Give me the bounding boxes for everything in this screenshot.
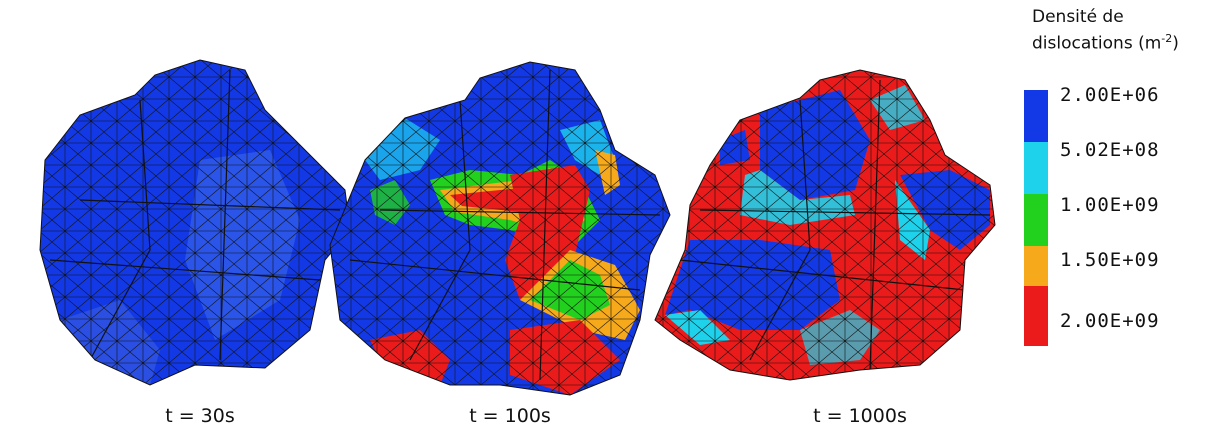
- grain-t100: [329, 61, 671, 396]
- legend-title-unit-prefix: dislocations (m: [1032, 33, 1162, 54]
- legend-swatch-3: [1024, 246, 1048, 286]
- legend-swatch-2: [1024, 194, 1048, 246]
- legend-label-1: 5.02E+08: [1060, 139, 1160, 161]
- caption-t100: t = 100s: [469, 405, 551, 427]
- caption-t1000: t = 1000s: [813, 405, 907, 427]
- legend-label-3: 1.50E+09: [1060, 249, 1160, 271]
- legend-title-line1: Densité de: [1032, 7, 1124, 27]
- caption-t30: t = 30s: [165, 405, 235, 427]
- legend-title: Densité de dislocations (m-2): [1032, 6, 1179, 55]
- legend-title-line2: dislocations (m-2): [1032, 28, 1179, 55]
- legend-swatch-0: [1024, 90, 1048, 142]
- legend-title-exponent: -2: [1161, 32, 1173, 45]
- grain-t30: [39, 59, 351, 386]
- legend-label-2: 1.00E+09: [1060, 194, 1160, 216]
- legend-label-0: 2.00E+06: [1060, 84, 1160, 106]
- legend-label-4: 2.00E+09: [1060, 310, 1160, 332]
- grain-t1000: [654, 69, 996, 381]
- legend-title-unit-suffix: ): [1172, 33, 1179, 54]
- legend-swatch-1: [1024, 142, 1048, 194]
- legend-swatch-4: [1024, 286, 1048, 346]
